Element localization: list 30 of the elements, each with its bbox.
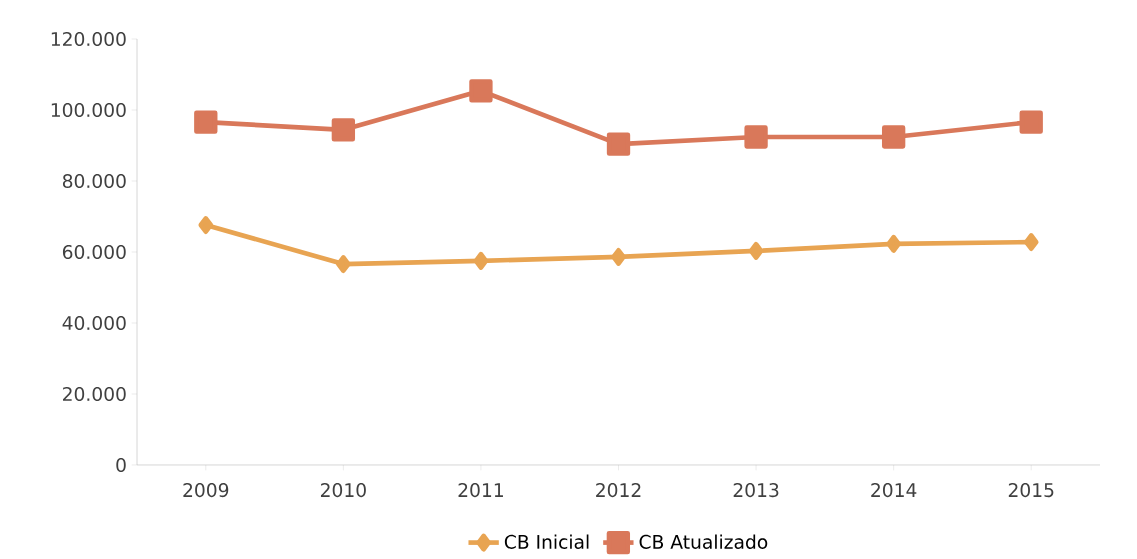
x-tick-label: 2014 — [871, 483, 917, 498]
point — [469, 79, 493, 103]
point — [473, 251, 489, 270]
point — [331, 118, 356, 142]
y-tick-label: 20.000 — [63, 386, 126, 402]
y-tick-label: 60.000 — [62, 244, 126, 260]
y-tick-label: 80.000 — [62, 173, 126, 189]
y-tick-label: 120.000 — [51, 31, 126, 47]
point — [748, 241, 764, 260]
x-tick-label: 2010 — [320, 483, 366, 498]
x-tick-label: 2013 — [733, 483, 779, 498]
point — [606, 132, 631, 156]
y-tick-label: 100.000 — [51, 102, 126, 118]
point — [1019, 110, 1043, 134]
x-tick-label: 2015 — [1008, 483, 1054, 498]
point — [744, 125, 768, 149]
point — [1023, 233, 1039, 252]
point — [198, 216, 214, 235]
x-tick-label: 2009 — [183, 483, 229, 498]
x-tick-label: 2012 — [596, 483, 641, 498]
y-tick-label: 40.000 — [62, 315, 126, 331]
y-tick-label: 0 — [116, 457, 126, 473]
x-tick-label: 2011 — [458, 483, 503, 498]
point — [881, 125, 906, 149]
point — [886, 234, 901, 253]
legend-label: CB Inicial — [504, 534, 589, 549]
point — [611, 247, 626, 266]
point — [336, 255, 351, 274]
legend-label: CB Atualizado — [639, 534, 768, 549]
point — [194, 110, 218, 134]
